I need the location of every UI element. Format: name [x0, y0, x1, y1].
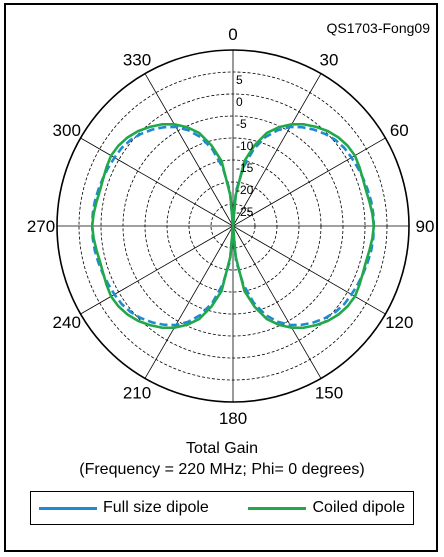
radial-tick-label: 5: [236, 73, 243, 87]
radial-tick-label: 0: [236, 95, 243, 109]
legend-label-full-size-dipole: Full size dipole: [103, 499, 209, 516]
chart-title: Total Gain: [185, 440, 259, 457]
legend-swatch-full-size-dipole: [39, 506, 97, 510]
angular-tick-label: 270: [27, 217, 55, 236]
series-line-coiled-dipole: [90, 122, 376, 330]
angular-spoke-120: [232, 225, 386, 315]
angular-tick-label: 60: [390, 121, 409, 140]
angular-spoke-240: [80, 225, 234, 315]
legend-label-coiled-dipole: Coiled dipole: [312, 499, 405, 516]
angular-tick-label: 180: [219, 409, 247, 428]
legend-entry-full-size-dipole: Full size dipole: [39, 499, 209, 517]
angular-tick-label: 30: [320, 51, 339, 70]
angular-tick-label: 240: [53, 313, 81, 332]
radial-tick-label: -5: [236, 117, 247, 131]
figure-id-label: QS1703-Fong09: [326, 20, 430, 36]
angular-tick-label: 90: [416, 217, 435, 236]
angular-spoke-300: [80, 137, 234, 227]
angular-tick-label: 0: [228, 25, 237, 44]
angular-spoke-330: [144, 73, 234, 227]
angular-tick-label: 120: [385, 313, 413, 332]
legend-entry-coiled-dipole: Coiled dipole: [248, 499, 405, 517]
angular-spoke-30: [232, 73, 322, 227]
chart-subtitle: (Frequency = 220 MHz; Phi= 0 degrees): [79, 461, 365, 478]
legend-swatch-coiled-dipole: [248, 506, 307, 510]
figure-frame: [4, 3, 438, 552]
angular-tick-label: 150: [315, 383, 343, 402]
angular-tick-label: 210: [123, 383, 151, 402]
angular-spoke-210: [144, 225, 234, 379]
angular-spoke-60: [232, 137, 386, 227]
angular-tick-label: 300: [53, 121, 81, 140]
angular-spoke-150: [232, 225, 322, 379]
radial-tick-label: -10: [236, 139, 254, 153]
legend: Full size dipole Coiled dipole: [30, 491, 414, 525]
radial-tick-label: -15: [236, 161, 254, 175]
angular-tick-label: 330: [123, 51, 151, 70]
radial-tick-label: -25: [236, 205, 254, 219]
radial-tick-label: -20: [236, 183, 254, 197]
